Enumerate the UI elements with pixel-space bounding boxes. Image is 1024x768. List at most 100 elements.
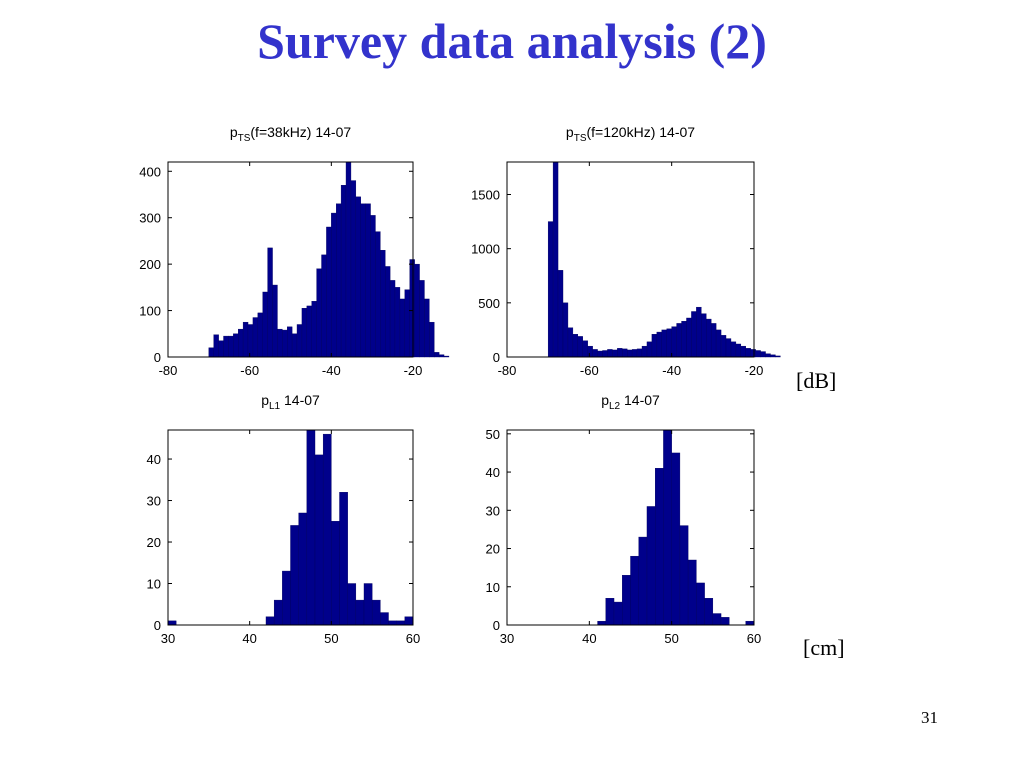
histogram-bar: [389, 280, 396, 358]
y-tick-label: 500: [478, 296, 500, 311]
chart-title: pTS(f=120kHz) 14-07: [566, 124, 695, 144]
histogram-bar: [238, 328, 244, 358]
histogram-bar: [622, 575, 631, 626]
histogram-bar: [720, 617, 730, 626]
histogram-bar: [443, 355, 450, 358]
histogram-bar: [612, 349, 618, 358]
x-tick-label: 60: [406, 631, 420, 646]
histogram-bar: [388, 620, 397, 626]
axes-frame: [167, 161, 414, 358]
histogram-bar: [396, 620, 406, 626]
x-tick-label: 40: [242, 631, 256, 646]
histogram-bar: [360, 203, 366, 358]
x-tick-label: 30: [161, 631, 175, 646]
chart-title-subscript: TS: [238, 133, 251, 144]
slide-title: Survey data analysis (2): [257, 13, 767, 69]
histogram-bar: [577, 336, 583, 358]
x-tick-label: -40: [322, 363, 341, 378]
y-tick-label: 20: [486, 542, 500, 557]
histogram-bar: [365, 203, 371, 358]
chart-title-main: p: [230, 124, 238, 140]
histogram-bar: [636, 348, 643, 358]
histogram-bar: [715, 329, 722, 358]
histogram-bar: [740, 345, 746, 358]
y-tick-label: 50: [486, 427, 500, 442]
histogram-bar: [316, 268, 322, 358]
y-tick-label: 400: [139, 164, 161, 179]
histogram-bar: [355, 599, 365, 626]
histogram-bar: [331, 212, 337, 358]
histogram-bar: [298, 512, 308, 626]
histogram-bar: [687, 559, 697, 626]
page-number: 31: [921, 708, 938, 727]
histogram-bar: [696, 582, 705, 626]
x-tick-label: 50: [664, 631, 678, 646]
histogram-bar: [311, 301, 317, 358]
histogram-bar: [655, 468, 664, 626]
x-tick-label: -60: [580, 363, 599, 378]
histogram-bar: [666, 328, 672, 358]
histogram-bar: [380, 612, 389, 626]
x-tick-label: 30: [500, 631, 514, 646]
x-tick-label: -20: [745, 363, 764, 378]
histogram-bar: [409, 259, 415, 358]
histogram-bar: [262, 291, 268, 358]
histogram-bar: [282, 570, 291, 626]
histogram-bar: [394, 287, 401, 358]
histogram-bar: [562, 302, 569, 358]
y-tick-label: 10: [486, 580, 500, 595]
y-tick-label: 0: [493, 618, 500, 633]
x-tick-label: 40: [582, 631, 596, 646]
histogram-bar: [218, 340, 224, 358]
histogram-bar: [419, 280, 425, 358]
histogram-bar: [710, 323, 717, 358]
histogram-bar: [696, 306, 702, 358]
histogram-bar: [671, 326, 677, 358]
histogram-bar: [414, 263, 420, 358]
histogram-bar: [552, 161, 559, 358]
histogram-bar: [336, 203, 342, 358]
histogram-bar: [605, 598, 615, 626]
chart-title-subscript: L1: [269, 401, 281, 412]
histogram-bar: [306, 305, 312, 358]
chart-l1: 30 40 50 60 0 10 20 30 40 pL1 14-07: [147, 392, 421, 646]
histogram-bar: [213, 334, 219, 358]
histogram-bar: [720, 335, 727, 358]
histogram-bar: [363, 583, 373, 626]
histogram-bar: [587, 345, 593, 358]
y-tick-label: 0: [154, 350, 161, 365]
y-tick-label: 40: [486, 465, 500, 480]
histogram-bar: [233, 333, 239, 358]
chart-ts120: -80 -60 -40 -20 0 500 1000 1500 pTS(f=120kHz) 14…: [471, 124, 781, 378]
histogram-bar: [592, 349, 598, 358]
histogram-bar: [223, 335, 229, 358]
y-tick-label: 10: [147, 577, 161, 592]
x-tick-label: 60: [747, 631, 761, 646]
histogram-bar: [257, 312, 263, 358]
histogram-bar: [247, 324, 254, 358]
histogram-bar: [597, 620, 607, 626]
x-tick-label: -60: [240, 363, 259, 378]
y-tick-label: 300: [139, 211, 161, 226]
histogram-bar: [282, 329, 288, 358]
y-tick-label: 30: [147, 494, 161, 509]
histogram-bar: [371, 599, 381, 626]
histogram-bar: [291, 333, 298, 358]
histogram-bar: [434, 352, 440, 358]
histogram-bar: [745, 620, 755, 626]
histogram-bar: [438, 354, 445, 358]
chart-title: pTS(f=38kHz) 14-07: [230, 124, 352, 144]
axes-frame: [167, 429, 414, 626]
histogram-bar: [331, 521, 340, 626]
histogram-bar: [290, 525, 299, 626]
histogram-bar: [208, 347, 214, 358]
histogram-bar: [651, 334, 658, 358]
histogram-bar: [679, 525, 689, 626]
y-tick-label: 30: [486, 503, 500, 518]
histogram-bar: [339, 492, 348, 626]
histogram-bar: [167, 620, 177, 626]
histogram-bar: [627, 349, 633, 358]
y-tick-label: 100: [139, 304, 161, 319]
histogram-bar: [691, 311, 697, 358]
histogram-bar: [597, 350, 603, 358]
